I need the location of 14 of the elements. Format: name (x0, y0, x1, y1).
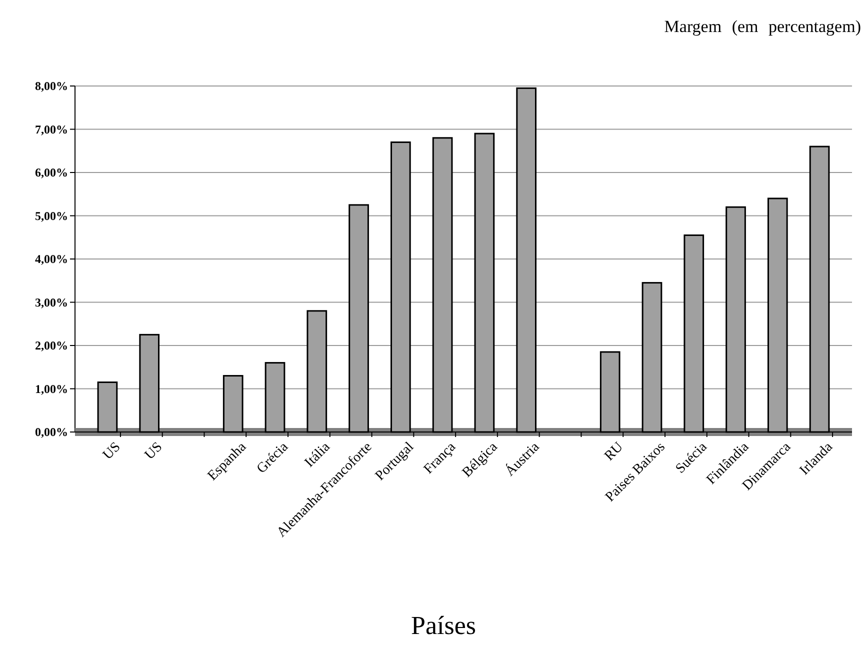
x-tick-label: US (100, 440, 124, 463)
y-tick-label: 1,00% (35, 382, 68, 396)
y-axis-title: Margem (em percentagem) (664, 17, 861, 36)
x-tick-label: US (142, 440, 166, 463)
y-tick-label: 2,00% (35, 338, 68, 353)
x-tick-label: RU (602, 440, 626, 464)
y-tick-label: 4,00% (35, 252, 68, 266)
y-tick-label: 7,00% (35, 122, 68, 136)
y-tick-label: 6,00% (35, 166, 68, 180)
y-tick-label: 8,00% (35, 79, 68, 94)
x-axis-title: Países (411, 611, 476, 640)
y-tick-label: 3,00% (35, 295, 68, 310)
y-tick-label: 0,00% (35, 425, 68, 440)
y-tick-label: 5,00% (35, 208, 68, 223)
